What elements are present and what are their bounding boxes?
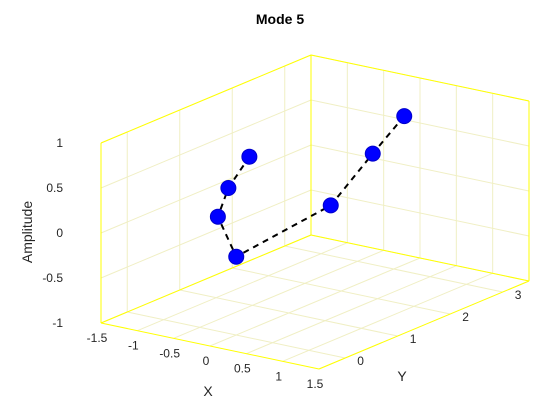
y-axis-label: Y: [397, 368, 407, 384]
z-tick-label-0: -1: [52, 316, 63, 330]
x-tick-label-3: 0: [203, 354, 210, 368]
floor-gridline-y-0: [127, 311, 346, 359]
series-0-point-0: [396, 108, 413, 125]
x-tick-label-2: -0.5: [159, 346, 180, 360]
series-0-point-4: [209, 208, 226, 225]
floor-gridline-x-2: [173, 249, 384, 339]
floor-gridline-y-3: [284, 245, 503, 293]
series-0-point-1: [364, 145, 381, 162]
data-series: [209, 108, 413, 265]
floor-gridline-y-2: [232, 267, 451, 315]
floor-gridline-x-5: [282, 272, 493, 362]
series-0-point-6: [241, 148, 258, 165]
series-0-point-5: [220, 180, 237, 196]
right-wall-top-edge: [310, 54, 530, 102]
z-axis-label: Amplitude: [19, 201, 35, 263]
x-tick-label-0: -1.5: [87, 331, 108, 345]
left-wall-top-edge: [100, 54, 312, 144]
left-wall-gridline-z-3: [100, 99, 312, 189]
z-tick-label-3: 0.5: [46, 181, 63, 195]
floor-gridline-x-4: [246, 265, 457, 355]
x-axis-label: X: [203, 383, 213, 399]
series-0-point-3: [228, 248, 245, 265]
y-axis-line: [318, 280, 530, 370]
floor-gridline-x-1: [137, 242, 348, 332]
left-wall-gridline-z-1: [100, 189, 312, 279]
right-wall-gridline-z-1: [310, 189, 530, 237]
x-tick-label-1: -1: [128, 339, 139, 353]
y-tick-label-2: 2: [462, 310, 469, 324]
y-tick-label-3: 3: [515, 288, 522, 302]
right-wall-gridline-z-2: [310, 144, 530, 192]
tick-labels: -1.5 -1 -0.5 0 0.5 1 1.5 0 1 2 3 -1 -0.5 0 0.5 1: [42, 136, 521, 391]
z-tick-label-1: -0.5: [42, 271, 63, 285]
x-axis-line: [100, 322, 320, 370]
right-wall-gridline-z-3: [310, 99, 530, 147]
floor-gridline-x-3: [209, 257, 421, 347]
x-tick-label-4: 0.5: [234, 362, 251, 376]
z-tick-label-2: 0: [56, 226, 63, 240]
chart-title: Mode 5: [256, 11, 304, 27]
floor-gridline-y-1: [179, 289, 398, 337]
axis-lines: [100, 54, 530, 370]
y-tick-label-0: 0: [357, 354, 364, 368]
left-wall-gridline-z-2: [100, 144, 312, 234]
x-tick-label-6: 1.5: [307, 377, 324, 391]
series-0-point-2: [322, 197, 339, 214]
floor-right-edge: [310, 234, 530, 282]
y-tick-label-1: 1: [410, 332, 417, 346]
z-tick-label-4: 1: [56, 136, 63, 150]
floor-back-edge: [100, 234, 312, 324]
x-tick-label-5: 1: [275, 369, 282, 383]
